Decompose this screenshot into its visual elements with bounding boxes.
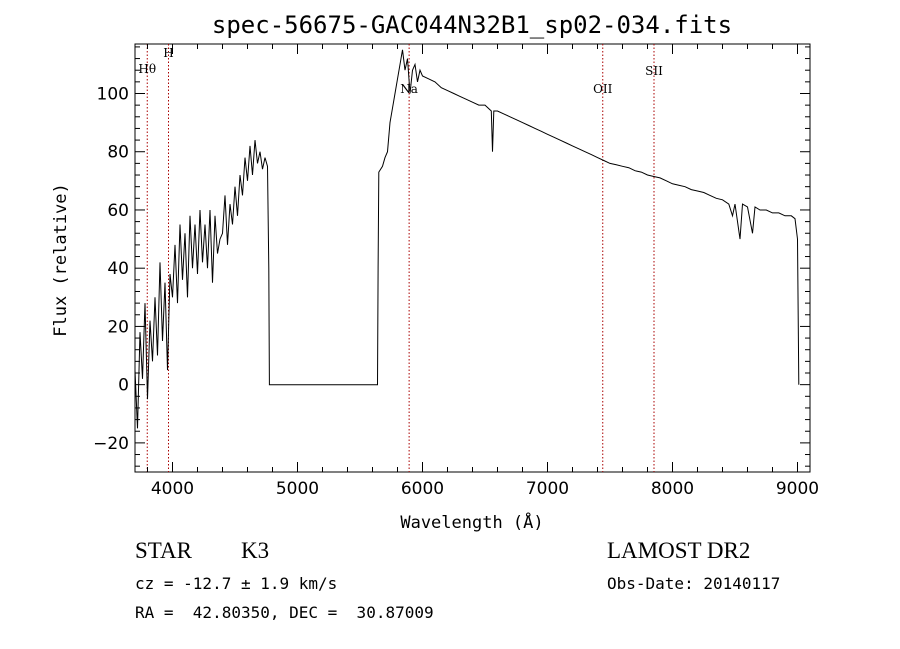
object-class: STAR (135, 538, 192, 563)
survey-name: LAMOST DR2 (607, 538, 751, 563)
x-tick-label: 5000 (276, 479, 319, 499)
y-tick-label: 20 (107, 317, 129, 337)
x-tick-label: 7000 (526, 479, 569, 499)
x-tick-label: 8000 (651, 479, 694, 499)
y-tick-label: 0 (118, 376, 129, 396)
spectral-line-label: Hθ (138, 62, 156, 76)
x-tick-label: 6000 (401, 479, 444, 499)
obs-date-text: Obs-Date: 20140117 (607, 574, 781, 593)
plot-frame (134, 43, 811, 473)
y-tick-label: 60 (107, 201, 129, 221)
y-tick-label: 100 (97, 84, 129, 104)
x-tick-label: 4000 (151, 479, 194, 499)
y-tick-label: 40 (107, 259, 129, 279)
x-tick-label: 9000 (776, 479, 819, 499)
object-subclass: K3 (241, 538, 270, 563)
y-tick-label: −20 (93, 434, 129, 454)
coordinates-text: RA = 42.80350, DEC = 30.87009 (135, 603, 434, 622)
chart-title: spec-56675-GAC044N32B1_sp02-034.fits (212, 11, 732, 39)
spectral-line-label: H (163, 46, 173, 60)
spectral-line-label: OII (593, 82, 613, 96)
y-axis-label: Flux (relative) (51, 183, 71, 337)
y-tick-label: 80 (107, 143, 129, 163)
x-axis-label: Wavelength (Å) (400, 511, 543, 533)
spectral-line-label: Na (400, 82, 418, 96)
spectral-line-label: SII (645, 64, 663, 78)
spectrum-line (134, 49, 800, 429)
velocity-text: cz = -12.7 ± 1.9 km/s (135, 574, 338, 593)
